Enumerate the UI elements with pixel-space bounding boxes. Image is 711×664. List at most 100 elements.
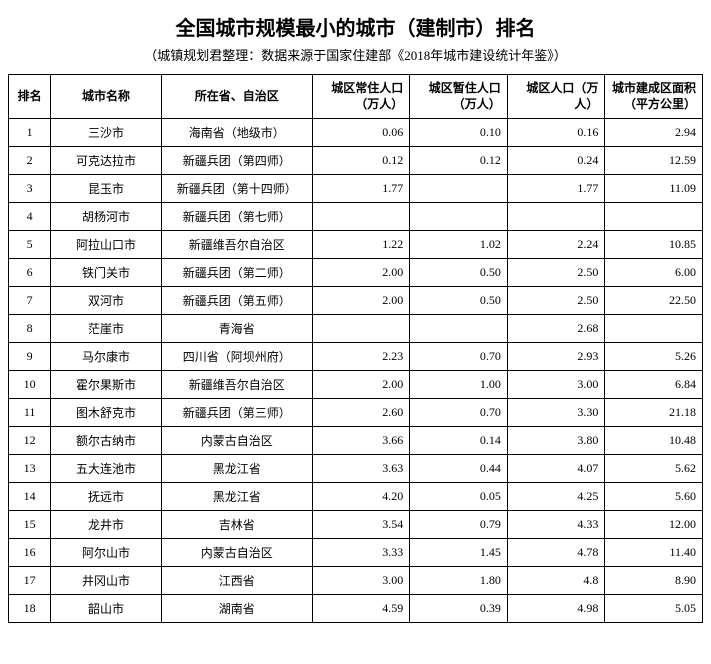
table-row: 16阿尔山市内蒙古自治区3.331.454.7811.40 bbox=[9, 539, 703, 567]
table-cell: 新疆兵团（第七师） bbox=[161, 203, 312, 231]
table-cell: 2 bbox=[9, 147, 51, 175]
page-title: 全国城市规模最小的城市（建制市）排名 bbox=[8, 12, 703, 41]
table-row: 14抚远市黑龙江省4.200.054.255.60 bbox=[9, 483, 703, 511]
table-cell: 1.80 bbox=[410, 567, 508, 595]
col-header-built-area: 城市建成区面积（平方公里） bbox=[605, 75, 703, 119]
table-cell: 5 bbox=[9, 231, 51, 259]
table-cell: 青海省 bbox=[161, 315, 312, 343]
page-subtitle: （城镇规划君整理：数据来源于国家住建部《2018年城市建设统计年鉴》） bbox=[8, 45, 703, 64]
table-cell: 井冈山市 bbox=[51, 567, 162, 595]
table-cell: 1.22 bbox=[312, 231, 410, 259]
ranking-table: 排名 城市名称 所在省、自治区 城区常住人口（万人） 城区暂住人口（万人） 城区… bbox=[8, 74, 703, 623]
table-row: 17井冈山市江西省3.001.804.88.90 bbox=[9, 567, 703, 595]
table-cell: 双河市 bbox=[51, 287, 162, 315]
table-cell: 2.94 bbox=[605, 119, 703, 147]
table-cell: 0.10 bbox=[410, 119, 508, 147]
table-cell: 8.90 bbox=[605, 567, 703, 595]
table-row: 11图木舒克市新疆兵团（第三师）2.600.703.3021.18 bbox=[9, 399, 703, 427]
table-cell: 10.85 bbox=[605, 231, 703, 259]
table-cell: 6.84 bbox=[605, 371, 703, 399]
table-cell: 22.50 bbox=[605, 287, 703, 315]
table-cell: 0.24 bbox=[507, 147, 605, 175]
table-cell: 16 bbox=[9, 539, 51, 567]
table-cell: 五大连池市 bbox=[51, 455, 162, 483]
table-cell: 6 bbox=[9, 259, 51, 287]
table-cell: 3.54 bbox=[312, 511, 410, 539]
table-cell: 4.59 bbox=[312, 595, 410, 623]
table-cell: 4.78 bbox=[507, 539, 605, 567]
table-cell bbox=[507, 203, 605, 231]
table-cell: 2.00 bbox=[312, 371, 410, 399]
col-header-resident-pop: 城区常住人口（万人） bbox=[312, 75, 410, 119]
table-cell: 12 bbox=[9, 427, 51, 455]
table-cell: 三沙市 bbox=[51, 119, 162, 147]
table-cell: 0.12 bbox=[312, 147, 410, 175]
table-cell: 1.00 bbox=[410, 371, 508, 399]
table-row: 6铁门关市新疆兵团（第二师）2.000.502.506.00 bbox=[9, 259, 703, 287]
table-cell bbox=[605, 315, 703, 343]
table-cell: 0.70 bbox=[410, 343, 508, 371]
table-cell: 11.40 bbox=[605, 539, 703, 567]
table-cell: 4.8 bbox=[507, 567, 605, 595]
table-cell: 3.66 bbox=[312, 427, 410, 455]
table-cell: 5.60 bbox=[605, 483, 703, 511]
table-cell bbox=[410, 315, 508, 343]
table-cell: 0.50 bbox=[410, 259, 508, 287]
table-cell: 韶山市 bbox=[51, 595, 162, 623]
table-cell: 新疆维吾尔自治区 bbox=[161, 371, 312, 399]
table-cell: 1.45 bbox=[410, 539, 508, 567]
table-cell: 1.77 bbox=[507, 175, 605, 203]
table-cell: 额尔古纳市 bbox=[51, 427, 162, 455]
table-cell: 21.18 bbox=[605, 399, 703, 427]
table-cell: 1.77 bbox=[312, 175, 410, 203]
table-row: 12额尔古纳市内蒙古自治区3.660.143.8010.48 bbox=[9, 427, 703, 455]
table-row: 18韶山市湖南省4.590.394.985.05 bbox=[9, 595, 703, 623]
table-cell: 4.07 bbox=[507, 455, 605, 483]
table-cell: 12.00 bbox=[605, 511, 703, 539]
col-header-urban-pop: 城区人口（万人） bbox=[507, 75, 605, 119]
table-cell: 8 bbox=[9, 315, 51, 343]
table-cell: 马尔康市 bbox=[51, 343, 162, 371]
table-cell: 11 bbox=[9, 399, 51, 427]
table-cell: 18 bbox=[9, 595, 51, 623]
table-cell: 3.33 bbox=[312, 539, 410, 567]
table-cell bbox=[312, 203, 410, 231]
table-cell: 5.26 bbox=[605, 343, 703, 371]
table-cell: 4.20 bbox=[312, 483, 410, 511]
table-cell: 2.93 bbox=[507, 343, 605, 371]
table-cell: 4.98 bbox=[507, 595, 605, 623]
table-cell: 10.48 bbox=[605, 427, 703, 455]
table-cell: 9 bbox=[9, 343, 51, 371]
table-cell: 2.24 bbox=[507, 231, 605, 259]
table-cell: 吉林省 bbox=[161, 511, 312, 539]
col-header-city: 城市名称 bbox=[51, 75, 162, 119]
table-cell: 14 bbox=[9, 483, 51, 511]
table-cell: 新疆兵团（第二师） bbox=[161, 259, 312, 287]
table-cell: 新疆兵团（第四师） bbox=[161, 147, 312, 175]
table-cell: 3.00 bbox=[312, 567, 410, 595]
table-cell: 0.16 bbox=[507, 119, 605, 147]
table-cell: 3.80 bbox=[507, 427, 605, 455]
table-cell: 新疆兵团（第五师） bbox=[161, 287, 312, 315]
table-row: 15龙井市吉林省3.540.794.3312.00 bbox=[9, 511, 703, 539]
table-cell: 11.09 bbox=[605, 175, 703, 203]
table-row: 7双河市新疆兵团（第五师）2.000.502.5022.50 bbox=[9, 287, 703, 315]
table-cell: 海南省（地级市） bbox=[161, 119, 312, 147]
table-body: 1三沙市海南省（地级市）0.060.100.162.942可克达拉市新疆兵团（第… bbox=[9, 119, 703, 623]
table-cell: 3.63 bbox=[312, 455, 410, 483]
table-cell: 2.00 bbox=[312, 259, 410, 287]
table-cell: 0.06 bbox=[312, 119, 410, 147]
table-row: 2可克达拉市新疆兵团（第四师）0.120.120.2412.59 bbox=[9, 147, 703, 175]
table-row: 5阿拉山口市新疆维吾尔自治区1.221.022.2410.85 bbox=[9, 231, 703, 259]
table-cell bbox=[312, 315, 410, 343]
table-cell: 4 bbox=[9, 203, 51, 231]
table-row: 1三沙市海南省（地级市）0.060.100.162.94 bbox=[9, 119, 703, 147]
table-cell: 茫崖市 bbox=[51, 315, 162, 343]
table-cell: 昆玉市 bbox=[51, 175, 162, 203]
table-cell: 四川省（阿坝州府） bbox=[161, 343, 312, 371]
table-cell: 霍尔果斯市 bbox=[51, 371, 162, 399]
table-cell: 10 bbox=[9, 371, 51, 399]
table-cell: 江西省 bbox=[161, 567, 312, 595]
table-row: 13五大连池市黑龙江省3.630.444.075.62 bbox=[9, 455, 703, 483]
table-row: 3昆玉市新疆兵团（第十四师）1.771.7711.09 bbox=[9, 175, 703, 203]
